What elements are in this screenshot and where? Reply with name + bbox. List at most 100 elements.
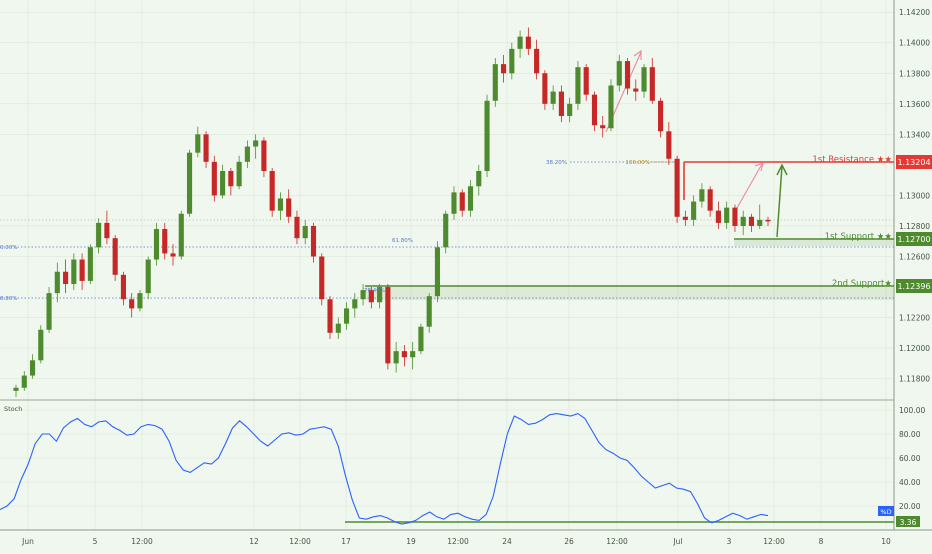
candle-body (96, 222, 102, 248)
candle (550, 85, 556, 110)
candle-body (558, 91, 564, 117)
candle (38, 325, 44, 364)
pattern-arrow-head-2 (754, 162, 764, 172)
candle-body (757, 219, 763, 226)
candle (624, 58, 631, 95)
candle (500, 54, 507, 83)
candle (707, 186, 713, 217)
candle-body (29, 360, 36, 376)
candle-body (410, 351, 416, 358)
candle-body (691, 201, 697, 220)
projection-arrow-head (776, 163, 788, 176)
candle-body (335, 323, 341, 333)
candle-body (261, 140, 267, 171)
candle (765, 216, 771, 226)
candle (186, 149, 193, 217)
candle (29, 354, 36, 379)
candle (178, 210, 184, 260)
candle (71, 253, 77, 291)
candle-body (624, 61, 631, 89)
candle-body (748, 216, 755, 226)
candle-body (343, 308, 350, 324)
support-1-label: 1st Support ★★ (825, 232, 893, 242)
candle (162, 222, 168, 260)
candle-body (401, 351, 407, 358)
candle-body (674, 158, 680, 217)
candle (153, 222, 160, 266)
candle-body (112, 238, 118, 275)
support-2-value: 1.12396 (897, 282, 930, 291)
candle (608, 79, 614, 132)
candle-body (71, 259, 77, 284)
candle (368, 287, 374, 309)
candle-body (633, 88, 639, 92)
candle-body (699, 189, 705, 202)
candle (476, 164, 482, 196)
candle (583, 64, 589, 101)
stoch-d-badge: %D (878, 506, 894, 516)
candle-body (145, 259, 151, 294)
candle (129, 293, 135, 318)
stoch-value-label: 3.36 (900, 518, 917, 527)
candle (509, 42, 515, 80)
candle (236, 155, 242, 190)
candle-body (707, 189, 713, 211)
time-tick-label: Jul (672, 537, 682, 546)
candle-body (153, 229, 160, 260)
candle (459, 189, 465, 217)
candle-body (682, 216, 688, 220)
candle (63, 259, 69, 294)
support-1-zone (734, 239, 894, 246)
candle (542, 70, 548, 110)
time-tick-label: 3 (727, 537, 732, 546)
candle-body (583, 67, 589, 95)
candle-body (104, 222, 110, 239)
candle-body (228, 170, 234, 187)
candle-body (426, 296, 432, 327)
candle-body (13, 387, 19, 391)
candle (220, 164, 226, 199)
candle-body (286, 198, 292, 217)
candle (567, 97, 573, 123)
candle (393, 341, 399, 373)
candle-body (732, 207, 738, 226)
candle (492, 58, 498, 107)
candle-body (724, 207, 730, 223)
support-1-value: 1.12700 (897, 235, 930, 244)
candle-body (327, 299, 333, 333)
candle-body (451, 192, 457, 214)
candle (211, 155, 217, 202)
candle (658, 97, 664, 138)
candle-body (500, 64, 507, 74)
price-tick-label: 1.14200 (899, 8, 930, 17)
time-tick-label: 12:00 (289, 537, 311, 546)
price-tick-label: 1.13600 (899, 100, 930, 109)
candle (748, 213, 755, 233)
candle (112, 235, 118, 281)
candle (715, 201, 721, 230)
candle (401, 345, 407, 367)
fib-label-8: 8.80% (0, 296, 17, 302)
candle-body (253, 140, 259, 147)
candle (228, 167, 234, 196)
candle-body (534, 48, 540, 74)
price-tick-label: 1.11800 (899, 375, 930, 384)
fib-label-100: 100.00% (626, 160, 650, 166)
time-tick-label: 26 (564, 537, 574, 546)
time-tick-label: 12:00 (763, 537, 785, 546)
fib-label-0: 0.00% (0, 245, 17, 251)
analysis-drawings (0, 49, 894, 300)
price-tick-label: 1.14000 (899, 39, 930, 48)
candle-body (162, 229, 168, 254)
candle (558, 85, 564, 123)
price-tick-label: 1.13800 (899, 69, 930, 78)
candle-body (467, 186, 474, 211)
candle (732, 204, 738, 233)
support-1-badge: 1.12700 (896, 232, 932, 246)
price-tick-label: 1.13400 (899, 130, 930, 139)
candle-body (195, 134, 201, 153)
grid (0, 0, 894, 530)
